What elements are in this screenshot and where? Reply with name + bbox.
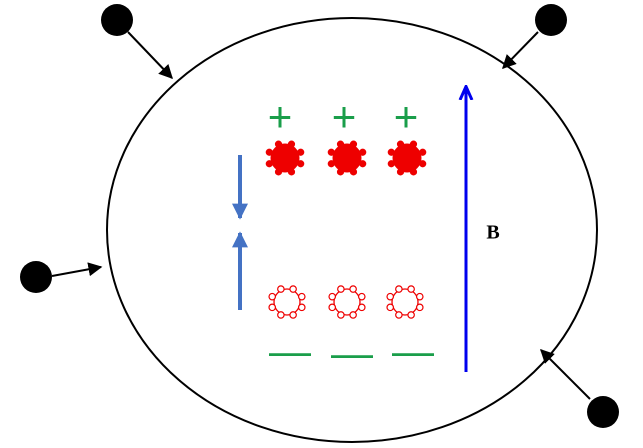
positive-particle xyxy=(333,144,361,172)
particle-bump xyxy=(328,161,334,167)
particle-bump xyxy=(289,141,295,147)
particle-bump xyxy=(408,312,414,318)
particle-bump xyxy=(298,161,304,167)
particle-bump xyxy=(290,312,296,318)
particle-bump xyxy=(350,286,356,292)
particle-bump xyxy=(360,161,366,167)
particle-bump xyxy=(417,304,423,310)
particle-bump xyxy=(411,141,417,147)
particle-bump xyxy=(266,161,272,167)
positive-sign: + xyxy=(332,93,357,140)
external-particle xyxy=(101,4,133,36)
positive-sign: + xyxy=(394,93,419,140)
external-particle xyxy=(535,4,567,36)
particle-bump xyxy=(351,141,357,147)
particle-bump xyxy=(328,149,334,155)
particle-bump xyxy=(396,312,402,318)
particle-bump xyxy=(360,149,366,155)
particle-bump xyxy=(290,286,296,292)
arrow xyxy=(541,350,590,399)
particle-bump xyxy=(337,141,343,147)
particle-bump xyxy=(289,169,295,175)
positive-sign: + xyxy=(268,93,293,140)
particle-bump xyxy=(269,293,275,299)
particle-bump xyxy=(351,169,357,175)
particle-bump xyxy=(299,304,305,310)
diagram: B + + + — — — xyxy=(0,0,643,448)
negative-sign: — xyxy=(331,329,373,376)
negative-particle xyxy=(334,289,360,315)
external-particle xyxy=(20,261,52,293)
particle-bump xyxy=(417,293,423,299)
particle-bump xyxy=(420,149,426,155)
particle-bump xyxy=(338,312,344,318)
particle-bump xyxy=(329,293,335,299)
positive-particle xyxy=(393,144,421,172)
particle-bump xyxy=(278,286,284,292)
particle-bump xyxy=(408,286,414,292)
external-particle xyxy=(587,396,619,428)
particle-bump xyxy=(359,304,365,310)
particle-bump xyxy=(275,169,281,175)
particle-bump xyxy=(396,286,402,292)
negative-sign: — xyxy=(269,327,311,374)
particle-bump xyxy=(397,141,403,147)
arrow xyxy=(128,32,172,78)
particle-bump xyxy=(387,304,393,310)
particle-bump xyxy=(338,286,344,292)
sample-boundary xyxy=(107,18,597,442)
particle-bump xyxy=(299,293,305,299)
particle-bump xyxy=(388,149,394,155)
negative-particle xyxy=(392,289,418,315)
particle-bump xyxy=(298,149,304,155)
particle-bump xyxy=(397,169,403,175)
particle-bump xyxy=(388,161,394,167)
particle-bump xyxy=(278,312,284,318)
particle-bump xyxy=(269,304,275,310)
particle-bump xyxy=(329,304,335,310)
negative-particle xyxy=(274,289,300,315)
field-label: B xyxy=(486,222,499,244)
negative-sign: — xyxy=(392,327,434,374)
particle-bump xyxy=(337,169,343,175)
positive-particle xyxy=(271,144,299,172)
particle-bump xyxy=(420,161,426,167)
arrow xyxy=(503,32,538,68)
particle-bump xyxy=(411,169,417,175)
particle-bump xyxy=(359,293,365,299)
particle-bump xyxy=(350,312,356,318)
arrow xyxy=(52,267,101,276)
particle-bump xyxy=(275,141,281,147)
particle-bump xyxy=(387,293,393,299)
page: B + + + — — — (() => { const data = JSON… xyxy=(0,0,643,448)
particle-bump xyxy=(266,149,272,155)
